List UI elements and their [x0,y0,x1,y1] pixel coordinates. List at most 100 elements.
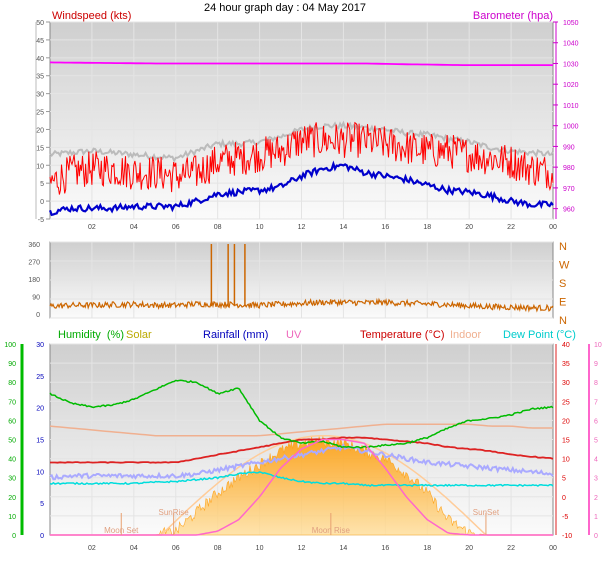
time-tick-label: 00 [549,545,557,552]
humidity-tick-label: 20 [8,495,16,502]
uv-label: UV [286,329,302,341]
rainfall-tick-label: 5 [40,501,44,508]
marker-label: Moon Set [104,526,139,535]
direction-tick-label: 360 [28,242,40,249]
uv-line [50,438,553,536]
barometer-axis-label: Barometer (hpa) [473,10,553,22]
humidity-tick-label: 100 [4,342,16,349]
temperature-tick-label: 25 [562,399,570,406]
windspeed-tick-label: 50 [36,20,44,27]
direction-line [49,297,554,313]
time-tick-label: 02 [88,545,96,552]
compass-letter: S [559,278,566,290]
wind-gust-line [49,121,554,195]
uv-tick-label: 0 [594,533,598,540]
marker-label: Moon Rise [312,526,351,535]
temperature-tick-label: 15 [562,438,570,445]
rainfall-tick-label: 30 [36,342,44,349]
humidity-tick-label: 30 [8,476,16,483]
barometer-tick-label: 960 [563,207,575,214]
direction-ticks: 360 270 180 90 0 [28,242,40,319]
rainfall-tick-label: 10 [36,469,44,476]
windspeed-tick-label: 20 [36,127,44,134]
time-tick-label: 08 [214,224,222,231]
direction-tick-label: 180 [28,277,40,284]
compass-letter: W [559,260,570,272]
rainfall-tick-label: 15 [36,438,44,445]
solar-label: Solar [126,329,152,341]
direction-panel-grid [50,241,553,319]
humidity-label: Humidity (%) [58,329,124,341]
humidity-tick-label: 60 [8,418,16,425]
time-tick-label: 20 [465,545,473,552]
temperature-ticks: 40 35 30 25 20 15 10 5 0 -5 -10 [555,342,572,540]
time-tick-label: 06 [172,545,180,552]
barometer-tick-label: 1050 [563,20,579,27]
humidity-tick-label: 70 [8,399,16,406]
rainfall-label: Rainfall (mm) [203,329,268,341]
time-tick-label: 08 [214,545,222,552]
time-tick-label: 02 [88,224,96,231]
windspeed-tick-label: 0 [40,199,44,206]
windspeed-tick-label: 45 [36,38,44,45]
windspeed-tick-label: 30 [36,92,44,99]
temperature-line [50,436,554,464]
direction-tick-label: 270 [28,260,40,267]
barometer-tick-label: 990 [563,144,575,151]
indoor-line [49,423,553,437]
temperature-tick-label: 10 [562,457,570,464]
humidity-tick-label: 40 [8,457,16,464]
direction-series [49,244,554,313]
barometer-tick-label: 1010 [563,103,579,110]
time-tick-label: 14 [340,545,348,552]
time-tick-label: 06 [172,224,180,231]
time-tick-label: 14 [340,224,348,231]
uv-tick-label: 7 [594,399,598,406]
temperature-tick-label: 0 [562,495,566,502]
humidity-tick-label: 90 [8,361,16,368]
time-tick-label: 22 [507,224,515,231]
uv-tick-label: 10 [594,342,602,349]
temperature-label: Temperature (°C) [360,329,444,341]
time-tick-label: 04 [130,545,138,552]
humidity-tick-label: 10 [8,514,16,521]
marker-label: SunRise [159,508,190,517]
rainfall-ticks: 30 25 20 15 10 5 0 [36,342,44,540]
temperature-tick-label: 30 [562,380,570,387]
direction-tick-label: 90 [32,295,40,302]
sun-moon-markers: Moon Set SunRise Moon Rise SunSet [104,508,500,535]
time-tick-label: 10 [256,545,264,552]
temperature-tick-label: 35 [562,361,570,368]
uv-tick-label: 5 [594,438,598,445]
time-tick-label: 00 [549,224,557,231]
humidity-tick-label: 0 [12,533,16,540]
dew-point-label: Dew Point (°C) [503,329,576,341]
barometer-line [49,61,553,66]
time-tick-label: 16 [381,224,389,231]
barometer-tick-label: 980 [563,165,575,172]
humidity-tick-label: 50 [8,438,16,445]
wind-time-ticks: 02 04 06 08 10 12 14 16 18 20 22 00 [88,224,557,231]
dew_point-line [49,471,554,487]
time-tick-label: 20 [465,224,473,231]
time-tick-label: 16 [381,545,389,552]
gray-series-line [49,120,554,163]
time-tick-label: 12 [298,224,306,231]
uv-tick-label: 2 [594,495,598,502]
rainfall-tick-label: 25 [36,374,44,381]
time-tick-label: 22 [507,545,515,552]
env-legend: Humidity (%) Solar Rainfall (mm) UV Temp… [58,329,576,341]
compass-letter: N [559,241,567,253]
temperature-tick-label: 40 [562,342,570,349]
windspeed-axis-label: Windspeed (kts) [52,10,131,22]
barometer-ticks: 1050 1040 1030 1020 1010 1000 990 980 970 960 [553,20,579,219]
compass-letter: N [559,315,567,327]
barometer-tick-label: 1000 [563,124,579,131]
rainfall-tick-label: 20 [36,406,44,413]
time-tick-label: 10 [256,224,264,231]
direction-tick-label: 0 [36,312,40,319]
